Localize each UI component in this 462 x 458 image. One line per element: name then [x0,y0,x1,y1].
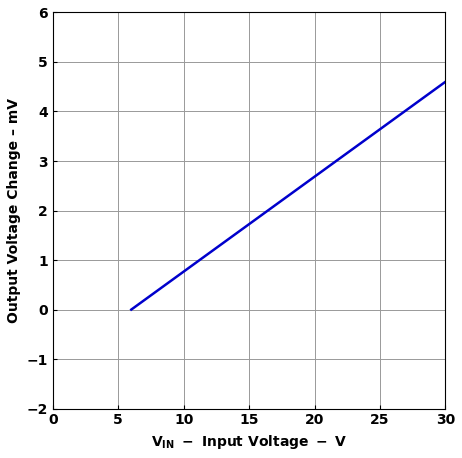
X-axis label: $\mathbf{V_{IN}}$$\mathbf{\ -\ Input\ Voltage\ -\ V}$: $\mathbf{V_{IN}}$$\mathbf{\ -\ Input\ Vo… [151,433,347,451]
Y-axis label: Output Voltage Change – mV: Output Voltage Change – mV [7,98,21,323]
